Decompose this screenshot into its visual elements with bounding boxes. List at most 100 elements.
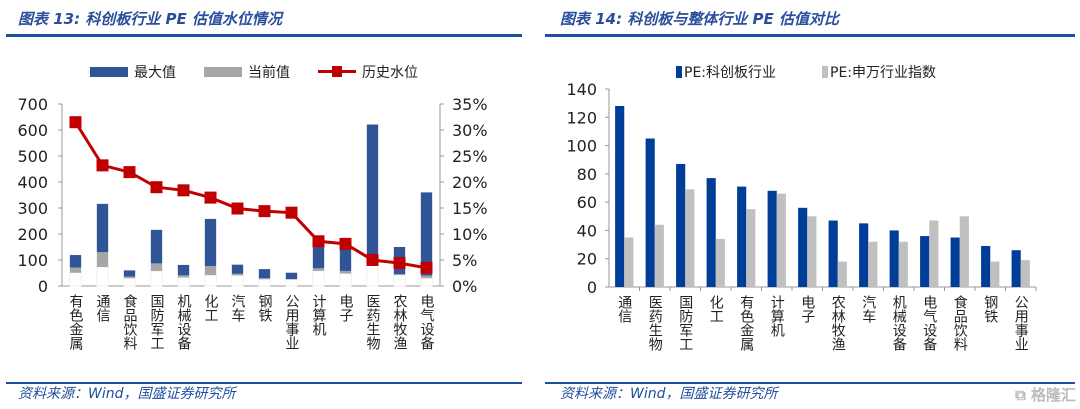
bar-sw-pe xyxy=(929,220,939,287)
x-tick-label: 农林牧渔 xyxy=(392,294,408,350)
right-chart-title: 图表 14: 科创板与整体行业 PE 估值对比 xyxy=(560,10,840,28)
legend-item-star: PE:科创板行业 xyxy=(676,62,776,82)
y2-tick-label: 20% xyxy=(452,173,488,192)
legend-label: PE:申万行业指数 xyxy=(830,65,937,81)
history-marker xyxy=(204,191,217,204)
y-tick-label: 20 xyxy=(577,250,597,269)
history-marker xyxy=(69,116,82,129)
bar-sw-pe xyxy=(837,261,847,287)
x-tick-label: 医药生物 xyxy=(365,294,381,351)
history-marker xyxy=(258,205,271,218)
bar-max xyxy=(339,247,352,271)
x-tick-label: 电子 xyxy=(338,294,354,322)
bar-min xyxy=(285,278,298,287)
watermark-logo: ⧉ 格隆汇 xyxy=(1015,386,1076,404)
bar-star-pe xyxy=(950,237,960,287)
x-tick-label: 有色金属 xyxy=(738,295,754,351)
bar-star-pe xyxy=(615,105,625,287)
bar-star-pe xyxy=(798,207,808,287)
bar-min xyxy=(123,277,136,287)
bar-min xyxy=(420,277,433,287)
bar-sw-pe xyxy=(868,241,878,287)
bar-sw-pe xyxy=(715,238,725,287)
bar-star-pe xyxy=(828,220,838,287)
bar-star-pe xyxy=(920,236,930,287)
y-tick-label: 40 xyxy=(577,221,597,240)
legend-item-history: 历史水位 xyxy=(318,62,418,82)
bar-sw-pe xyxy=(898,241,908,287)
legend-swatch-sw xyxy=(822,66,829,78)
x-tick-label: 钢铁 xyxy=(982,295,998,323)
bar-sw-pe xyxy=(959,216,969,287)
bar-min xyxy=(258,278,271,287)
bar-current xyxy=(204,265,217,276)
history-marker xyxy=(312,235,325,248)
bar-max xyxy=(123,270,136,277)
bar-max xyxy=(258,269,271,279)
y2-tick-label: 0% xyxy=(452,277,477,296)
bar-star-pe xyxy=(981,245,991,287)
bar-sw-pe xyxy=(654,224,664,287)
bar-current xyxy=(420,275,433,279)
x-tick-label: 计算机 xyxy=(769,295,785,338)
x-tick-label: 通信 xyxy=(95,294,111,322)
y-tick-label: 0 xyxy=(587,278,597,297)
right-source-rule xyxy=(545,382,1075,384)
bar-max xyxy=(366,124,379,255)
history-marker xyxy=(339,237,352,250)
y-tick-label: 200 xyxy=(17,225,48,244)
bar-star-pe xyxy=(889,230,899,287)
legend-item-max: 最大值 xyxy=(90,62,176,82)
bar-max xyxy=(285,272,298,280)
left-title-rule xyxy=(6,34,522,37)
y2-tick-label: 5% xyxy=(452,251,477,270)
bar-current xyxy=(150,263,163,271)
legend-label: 最大值 xyxy=(134,65,176,81)
legend-label: 历史水位 xyxy=(362,65,418,81)
left-chart-title: 图表 13: 科创板行业 PE 估值水位情况 xyxy=(18,10,283,28)
bar-max xyxy=(420,192,433,276)
x-tick-label: 公用事业 xyxy=(284,294,300,350)
history-marker xyxy=(420,261,433,274)
y2-tick-label: 25% xyxy=(452,147,488,166)
bar-max xyxy=(96,203,109,253)
right-title-rule xyxy=(545,34,1075,37)
bar-star-pe xyxy=(645,138,655,287)
bar-star-pe xyxy=(1011,250,1021,287)
x-tick-label: 电气设备 xyxy=(921,295,937,351)
x-tick-label: 机械设备 xyxy=(176,294,192,350)
bar-min xyxy=(96,266,109,287)
legend-label: 当前值 xyxy=(248,65,290,81)
y-tick-label: 100 xyxy=(566,137,597,156)
legend-swatch-current xyxy=(204,67,242,77)
bar-min xyxy=(150,270,163,287)
left-legend: 最大值 当前值 历史水位 xyxy=(90,62,446,82)
bar-sw-pe xyxy=(1020,260,1030,287)
bar-star-pe xyxy=(676,163,686,287)
y-tick-label: 80 xyxy=(577,165,597,184)
history-marker xyxy=(231,202,244,215)
y-tick-label: 0 xyxy=(38,277,48,296)
x-tick-label: 电气设备 xyxy=(419,294,435,350)
bar-max xyxy=(312,245,325,269)
history-marker xyxy=(285,206,298,219)
x-tick-label: 汽车 xyxy=(860,295,876,323)
bar-current xyxy=(231,273,244,276)
y-tick-label: 500 xyxy=(17,147,48,166)
bar-star-pe xyxy=(767,190,777,287)
x-tick-label: 食品饮料 xyxy=(952,294,968,351)
y2-tick-label: 15% xyxy=(452,199,488,218)
bar-current xyxy=(69,267,82,273)
x-tick-label: 计算机 xyxy=(311,294,327,337)
bar-max xyxy=(69,255,82,268)
bar-min xyxy=(69,272,82,287)
bar-current xyxy=(177,275,190,278)
legend-item-sw: PE:申万行业指数 xyxy=(822,62,936,82)
history-marker xyxy=(177,184,190,197)
bar-star-pe xyxy=(859,223,869,287)
x-tick-label: 电子 xyxy=(799,295,815,323)
y2-tick-label: 30% xyxy=(452,121,488,140)
x-tick-label: 化工 xyxy=(203,294,219,322)
x-tick-label: 农林牧渔 xyxy=(830,295,846,351)
bar-min xyxy=(204,274,217,287)
